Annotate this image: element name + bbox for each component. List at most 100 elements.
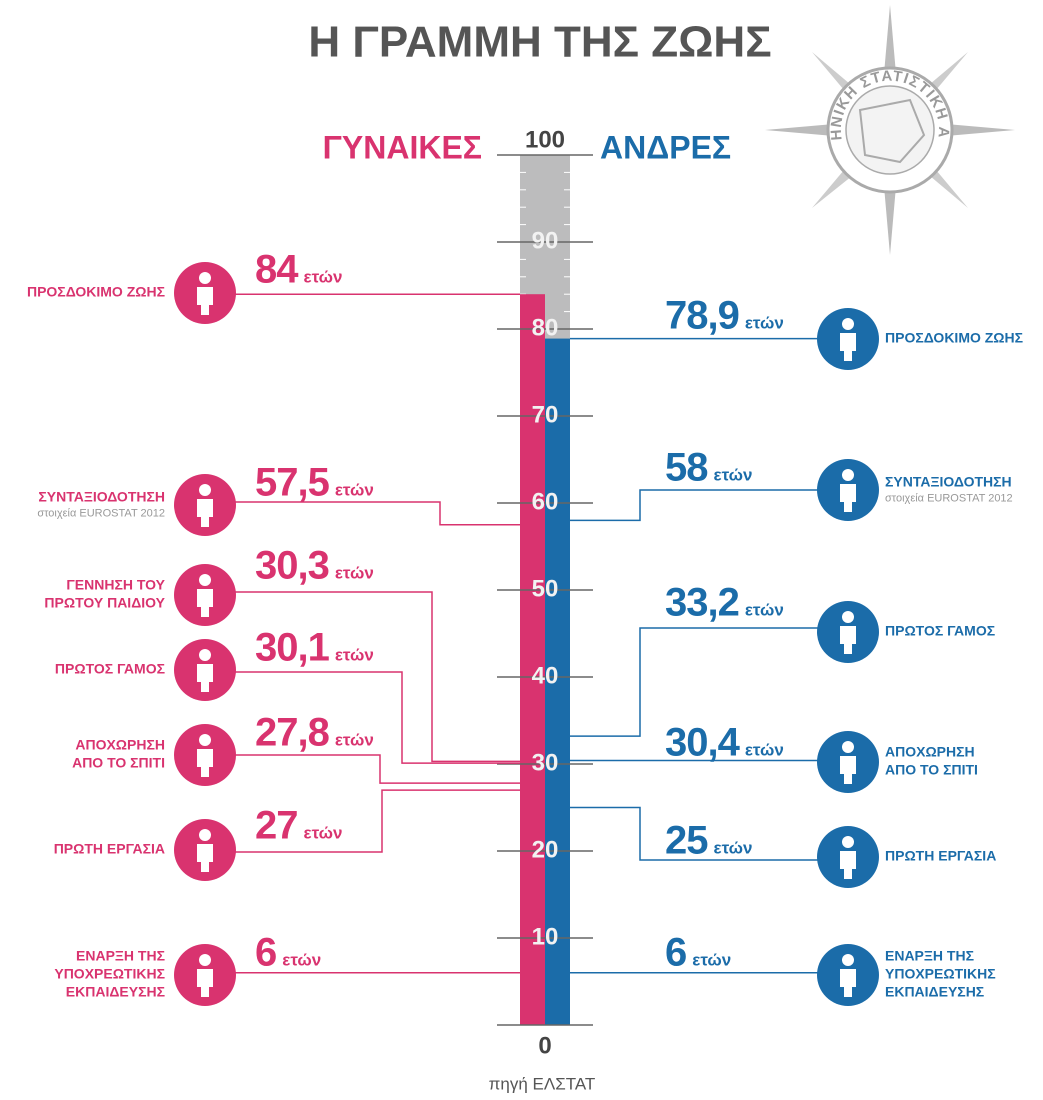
connector [570,627,818,737]
event-label: ΕΚΠΑΙΔΕΥΣΗΣ [66,984,165,1000]
connector [570,806,818,861]
unit-label: ετών [335,645,374,664]
value-label: 78,9 [665,294,739,338]
tick-label: 0 [538,1032,551,1059]
series-name: ΓΥΝΑΙΚΕΣ [323,129,482,165]
event-icon-body [840,851,856,879]
tick-label: 10 [532,923,559,950]
unit-label: ετών [335,563,374,582]
event-icon-body [197,499,213,527]
value-label: 6 [665,931,686,975]
event-label: ΥΠΟΧΡΕΩΤΙΚΗΣ [885,966,996,982]
event-icon-head [842,611,854,623]
event-label: ΥΠΟΧΡΕΩΤΙΚΗΣ [54,966,165,982]
value-label: 30,1 [255,626,330,670]
connector [235,789,520,853]
event-icon-body [840,969,856,997]
unit-label: ετών [714,838,753,857]
unit-label: ετών [335,730,374,749]
series-name: ΑΝΔΡΕΣ [600,129,731,165]
event-icon-head [199,829,211,841]
title: Η ΓΡΑΜΜΗ ΤΗΣ ΖΩΗΣ [308,18,771,67]
unit-label: ετών [714,465,753,484]
event-icon-head [842,741,854,753]
event-icon-body [840,484,856,512]
event-note: στοιχεία EUROSTAT 2012 [885,493,1013,505]
tick-label: 50 [532,575,559,602]
event-label: ΑΠΟΧΩΡΗΣΗ [885,744,975,760]
value-label: 84 [255,248,299,292]
event-icon-body [840,626,856,654]
event-icon-head [199,574,211,586]
event-label: ΠΡΩΤΗ ΕΡΓΑΣΙΑ [885,848,996,864]
event-label: ΣΥΝΤΑΞΙΟΔΟΤΗΣΗ [885,474,1012,490]
event-icon-head [199,484,211,496]
event-label: ΠΡΩΤΗ ΕΡΓΑΣΙΑ [54,841,165,857]
tick-label: 20 [532,836,559,863]
tick-label: 100 [525,126,565,153]
event-icon-body [197,287,213,315]
event-label: ΠΡΩΤΟΥ ΠΑΙΔΙΟΥ [44,595,165,611]
source: πηγή ΕΛΣΤΑΤ [489,1074,596,1093]
value-label: 25 [665,819,708,863]
event-icon-head [199,954,211,966]
tick-label: 70 [532,401,559,428]
event-icon-body [197,844,213,872]
unit-label: ετών [745,740,784,759]
event-icon-body [197,749,213,777]
tick-label: 40 [532,662,559,689]
value-label: 30,4 [665,721,741,765]
tick-label: 30 [532,749,559,776]
value-label: 27,8 [255,711,330,755]
event-label: ΕΚΠΑΙΔΕΥΣΗΣ [885,984,984,1000]
tick-label: 60 [532,488,559,515]
tick-label: 90 [532,227,559,254]
unit-label: ετών [745,313,784,332]
event-icon-head [842,469,854,481]
event-label: ΣΥΝΤΑΞΙΟΔΟΤΗΣΗ [38,489,165,505]
event-icon-head [199,272,211,284]
unit-label: ετών [692,950,731,969]
value-label: 58 [665,446,708,490]
event-note: στοιχεία EUROSTAT 2012 [37,508,165,520]
event-icon-body [197,589,213,617]
emblem: ΕΛΛΗΝΙΚΗ ΣΤΑΤΙΣΤΙΚΗ ΑΡΧΗ [765,5,1015,255]
event-label: ΠΡΩΤΟΣ ΓΑΜΟΣ [55,661,165,677]
event-label: ΠΡΩΤΟΣ ΓΑΜΟΣ [885,623,995,639]
value-label: 30,3 [255,544,329,588]
bar [545,338,570,1025]
connector [235,501,520,526]
event-icon-head [842,836,854,848]
event-label: ΑΠΟ ΤΟ ΣΠΙΤΙ [72,755,165,771]
value-label: 6 [255,931,276,975]
value-label: 27 [255,804,298,848]
event-label: ΓΕΝΝΗΣΗ ΤΟΥ [66,577,165,593]
unit-label: ετών [304,823,343,842]
event-icon-body [197,969,213,997]
connector [235,671,520,764]
unit-label: ετών [745,600,784,619]
event-label: ΠΡΟΣΔΟΚΙΜΟ ΖΩΗΣ [27,284,165,300]
event-icon-body [840,333,856,361]
event-icon-head [199,649,211,661]
connector [570,489,818,522]
event-label: ΕΝΑΡΞΗ ΤΗΣ [885,948,974,964]
unit-label: ετών [304,267,343,286]
event-label: ΕΝΑΡΞΗ ΤΗΣ [76,948,165,964]
tick-label: 80 [532,314,559,341]
event-icon-body [840,756,856,784]
event-icon-head [842,954,854,966]
connector [235,591,520,763]
event-icon-head [842,318,854,330]
unit-label: ετών [282,950,321,969]
event-label: ΠΡΟΣΔΟΚΙΜΟ ΖΩΗΣ [885,330,1023,346]
event-label: ΑΠΟΧΩΡΗΣΗ [75,737,165,753]
unit-label: ετών [335,480,374,499]
event-icon-body [197,664,213,692]
event-label: ΑΠΟ ΤΟ ΣΠΙΤΙ [885,762,978,778]
event-icon-head [199,734,211,746]
value-label: 57,5 [255,461,330,505]
connector [235,754,520,784]
value-label: 33,2 [665,581,739,625]
